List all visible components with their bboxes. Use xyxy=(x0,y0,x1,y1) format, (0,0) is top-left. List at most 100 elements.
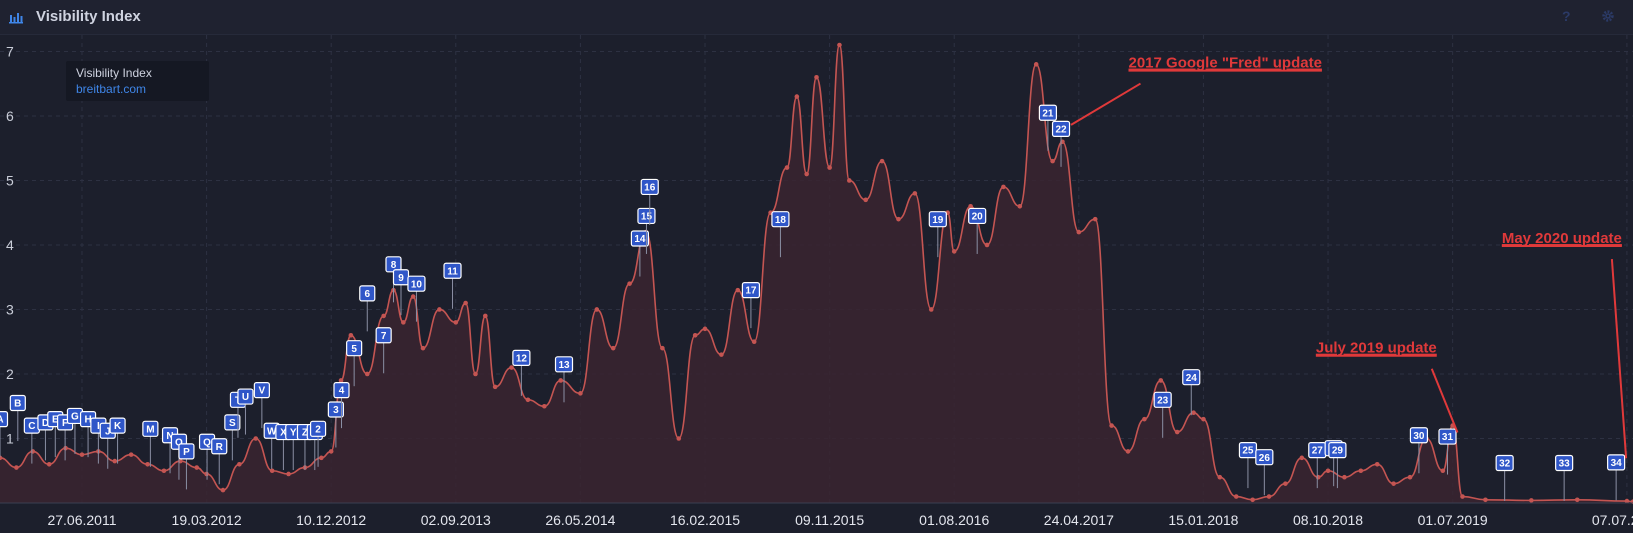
data-point xyxy=(1299,455,1305,461)
event-marker xyxy=(1328,442,1347,459)
event-marker-label: U xyxy=(242,392,249,403)
event-marker-label: 12 xyxy=(516,353,528,364)
event-marker-label: 32 xyxy=(1499,459,1511,470)
data-point xyxy=(627,281,632,286)
event-marker-label: 24 xyxy=(1186,373,1198,384)
data-point xyxy=(1033,62,1039,67)
event-marker xyxy=(1409,427,1429,444)
x-tick-label: 10.12.2012 xyxy=(296,512,366,528)
event-marker-label: 6 xyxy=(364,289,370,300)
event-marker xyxy=(327,401,344,418)
data-point xyxy=(1315,474,1321,480)
event-marker xyxy=(1555,454,1574,472)
event-marker xyxy=(771,211,790,228)
data-point xyxy=(237,461,242,467)
data-point xyxy=(401,320,406,325)
annotation-label: July 2019 update xyxy=(1316,340,1437,357)
data-point xyxy=(492,384,498,390)
event-marker-label: P xyxy=(183,447,190,458)
x-tick-label: 07.07.2020 xyxy=(1592,512,1633,528)
event-marker xyxy=(178,443,195,460)
data-point xyxy=(984,242,990,248)
data-point xyxy=(1233,494,1239,499)
event-marker xyxy=(142,420,159,437)
data-point xyxy=(348,332,354,338)
data-point xyxy=(161,468,167,474)
data-point xyxy=(1109,423,1114,428)
data-point xyxy=(1092,216,1098,222)
help-icon[interactable]: ? xyxy=(1562,8,1571,24)
event-marker-label: 21 xyxy=(1042,108,1054,119)
y-tick-label: 3 xyxy=(6,301,14,317)
data-point xyxy=(1001,184,1006,190)
x-tick-label: 24.04.2017 xyxy=(1044,512,1114,528)
series-area xyxy=(0,45,1633,503)
page-title: Visibility Index xyxy=(36,8,141,25)
event-marker-label: 14 xyxy=(634,234,646,245)
data-point xyxy=(676,436,682,441)
event-marker-label: N xyxy=(166,431,173,442)
event-marker xyxy=(407,275,426,292)
data-point xyxy=(784,165,790,170)
event-marker-label: 33 xyxy=(1559,459,1571,470)
event-marker xyxy=(1051,120,1071,137)
event-marker-label: 30 xyxy=(1413,431,1425,442)
data-point xyxy=(1250,497,1255,503)
data-point xyxy=(837,42,842,48)
data-point xyxy=(542,403,547,409)
data-point xyxy=(751,339,757,345)
event-marker-label: 8 xyxy=(391,260,397,271)
data-point xyxy=(1158,378,1164,383)
x-tick-label: 09.11.2015 xyxy=(795,512,864,528)
data-point xyxy=(128,452,134,457)
annotation-pointer xyxy=(1610,258,1628,459)
event-marker-label: 9 xyxy=(398,273,404,284)
event-marker-label: 15 xyxy=(641,212,653,223)
data-point xyxy=(338,378,344,383)
data-point xyxy=(1574,497,1580,503)
data-point xyxy=(794,94,800,99)
event-marker xyxy=(1038,104,1058,121)
annotation-label: 2017 Google "Fred" update xyxy=(1128,55,1321,72)
event-marker xyxy=(309,420,327,437)
data-point xyxy=(525,397,531,403)
event-marker xyxy=(1495,454,1514,472)
y-tick-label: 5 xyxy=(6,172,14,188)
data-point xyxy=(253,436,259,441)
event-marker-label: 5 xyxy=(351,344,357,355)
event-marker-label: 34 xyxy=(1611,458,1623,469)
y-tick-label: 1 xyxy=(6,430,14,446)
event-marker-label: W xyxy=(267,426,277,437)
event-marker-label: E xyxy=(52,415,59,426)
event-marker xyxy=(346,340,363,357)
event-marker-label: 29 xyxy=(1332,446,1344,457)
event-marker-label: F xyxy=(62,418,68,429)
event-marker-label: S xyxy=(229,418,236,429)
data-point xyxy=(827,165,832,170)
event-marker-label: C xyxy=(28,421,35,432)
data-point xyxy=(1440,468,1446,474)
data-point xyxy=(692,332,698,338)
data-point xyxy=(719,352,724,357)
event-marker-label: K xyxy=(114,421,122,432)
data-point xyxy=(509,365,514,370)
chart-header: Visibility Index ? xyxy=(0,0,1633,35)
event-marker-label: 23 xyxy=(1157,395,1169,406)
gear-icon[interactable] xyxy=(1601,9,1615,23)
event-marker xyxy=(224,414,241,431)
event-marker-label: 17 xyxy=(745,286,757,297)
data-point xyxy=(968,203,973,209)
data-point xyxy=(1174,429,1180,435)
data-point xyxy=(804,171,809,177)
event-marker-label: V xyxy=(259,386,266,397)
data-point xyxy=(951,249,957,254)
data-point xyxy=(473,371,478,377)
y-tick-label: 7 xyxy=(6,43,14,59)
x-tick-label: 01.07.2019 xyxy=(1418,512,1488,528)
legend-domain-link[interactable]: breitbart.com xyxy=(76,82,147,96)
data-point xyxy=(286,471,291,477)
data-point xyxy=(1266,494,1272,499)
event-marker xyxy=(741,282,761,299)
data-point xyxy=(846,178,852,183)
data-point xyxy=(735,287,741,293)
